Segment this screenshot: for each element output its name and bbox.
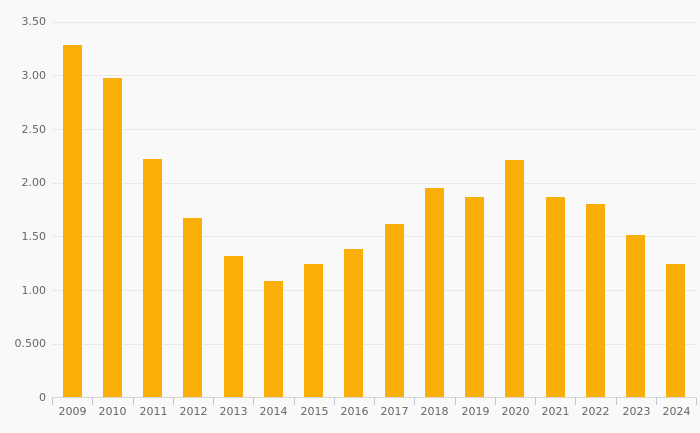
- x-axis-tick-mark: [334, 398, 335, 405]
- y-axis-tick-label: 0: [39, 391, 46, 404]
- x-axis-label-2015: 2015: [300, 405, 329, 418]
- bar-2015[interactable]: [304, 264, 323, 397]
- gridline: [52, 129, 696, 130]
- gridline: [52, 290, 696, 291]
- bar-2013[interactable]: [224, 256, 243, 397]
- x-axis-tick-mark: [495, 398, 496, 405]
- y-axis-tick-label: 3.50: [21, 15, 47, 28]
- bar-2014[interactable]: [264, 281, 283, 397]
- y-axis-tick-label: 1.50: [21, 230, 47, 243]
- y-axis-tick-label: 0.500: [14, 337, 47, 350]
- gridline: [52, 75, 696, 76]
- bar-2012[interactable]: [183, 218, 202, 397]
- x-axis-tick-mark: [52, 398, 53, 405]
- y-axis-tick-label: 2.50: [21, 123, 47, 136]
- x-axis-label-2017: 2017: [380, 405, 409, 418]
- bar-2016[interactable]: [344, 249, 363, 397]
- x-axis-tick-mark: [535, 398, 536, 405]
- bar-2022[interactable]: [586, 204, 605, 397]
- x-axis-label-2023: 2023: [622, 405, 651, 418]
- bar-2011[interactable]: [143, 159, 162, 397]
- x-axis-label-2013: 2013: [219, 405, 248, 418]
- x-axis-tick-mark: [173, 398, 174, 405]
- x-axis-tick-mark: [294, 398, 295, 405]
- gridline: [52, 183, 696, 184]
- x-axis-label-2022: 2022: [581, 405, 610, 418]
- x-axis-tick-mark: [133, 398, 134, 405]
- x-axis-label-2011: 2011: [139, 405, 168, 418]
- bar-2021[interactable]: [546, 197, 565, 397]
- x-axis-label-2014: 2014: [259, 405, 288, 418]
- x-axis-label-2018: 2018: [420, 405, 449, 418]
- y-axis-tick-label: 1.00: [21, 284, 47, 297]
- x-axis-tick-mark: [374, 398, 375, 405]
- gridline: [52, 236, 696, 237]
- bar-2009[interactable]: [63, 45, 82, 397]
- x-axis-line: [52, 397, 696, 398]
- x-axis-tick-mark: [455, 398, 456, 405]
- x-axis-tick-mark: [696, 398, 697, 405]
- x-axis-tick-mark: [92, 398, 93, 405]
- bar-2018[interactable]: [425, 188, 444, 397]
- x-axis-label-2012: 2012: [179, 405, 208, 418]
- x-axis-tick-mark: [575, 398, 576, 405]
- x-axis-label-2021: 2021: [541, 405, 570, 418]
- x-axis-tick-mark: [414, 398, 415, 405]
- bar-2020[interactable]: [505, 160, 524, 397]
- y-axis-tick-label: 3.00: [21, 69, 47, 82]
- bar-2019[interactable]: [465, 197, 484, 397]
- x-axis-tick-mark: [616, 398, 617, 405]
- x-axis-label-2020: 2020: [501, 405, 530, 418]
- x-axis-tick-mark: [213, 398, 214, 405]
- x-axis-tick-mark: [253, 398, 254, 405]
- bar-2023[interactable]: [626, 235, 645, 397]
- x-axis-tick-mark: [656, 398, 657, 405]
- bar-2017[interactable]: [385, 224, 404, 397]
- gridline: [52, 344, 696, 345]
- gridline: [52, 22, 696, 23]
- x-axis-label-2016: 2016: [340, 405, 369, 418]
- x-axis-label-2010: 2010: [98, 405, 127, 418]
- x-axis-label-2009: 2009: [58, 405, 87, 418]
- y-axis-tick-label: 2.00: [21, 176, 47, 189]
- x-axis-label-2024: 2024: [662, 405, 691, 418]
- x-axis-label-2019: 2019: [461, 405, 490, 418]
- bar-2024[interactable]: [666, 264, 685, 397]
- bar-2010[interactable]: [103, 78, 122, 397]
